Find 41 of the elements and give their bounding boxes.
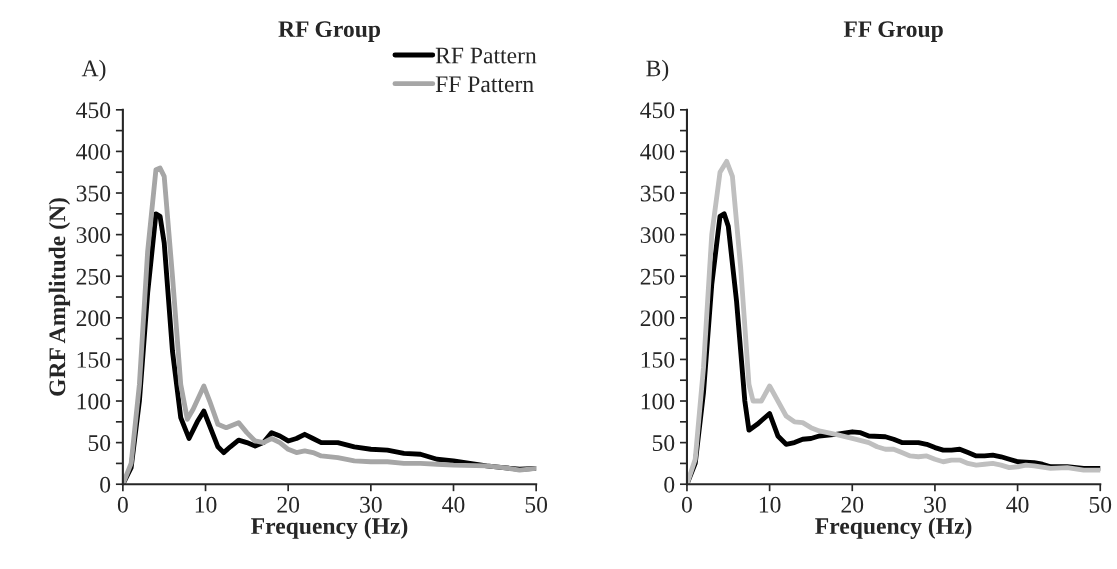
x-tick-label: 20 — [277, 496, 300, 513]
y-tick-label: 200 — [640, 310, 675, 327]
x-tick-label: 0 — [681, 496, 692, 513]
x-tick-label: 40 — [442, 496, 465, 513]
y-tick-label: 100 — [77, 393, 111, 410]
x-tick-label: 30 — [924, 496, 946, 513]
text: A) — [81, 59, 106, 82]
y-tick-label: 300 — [76, 227, 111, 244]
y-tick-label: 50 — [652, 435, 675, 452]
legend-label: FF Pattern — [435, 76, 534, 93]
y-tick-label: 300 — [640, 227, 675, 244]
y-axis-title: GRF Amplitude (N) — [48, 198, 71, 396]
y-tick-label: 450 — [640, 102, 675, 119]
y-tick-label: 250 — [640, 268, 675, 285]
x-axis-title: Frequency (Hz) — [815, 517, 972, 539]
x-axis-title: Frequency (Hz) — [251, 517, 408, 539]
text: B) — [646, 59, 669, 82]
x-tick-label: 50 — [1089, 496, 1112, 513]
x-tick-label: 20 — [841, 496, 864, 513]
x-tick-label: 40 — [1006, 496, 1029, 513]
legend-label: RF Pattern — [435, 47, 537, 64]
x-tick-label: 30 — [360, 496, 382, 513]
y-tick-label: 0 — [100, 476, 111, 493]
chart-title: FF Group — [843, 21, 943, 42]
chart-title: RF Group — [278, 21, 381, 42]
x-tick-label: 10 — [195, 496, 217, 513]
x-tick-label: 50 — [525, 496, 548, 513]
y-tick-label: 200 — [76, 310, 111, 327]
y-tick-label: 400 — [76, 143, 111, 160]
y-tick-label: 400 — [640, 143, 675, 160]
y-tick-label: 150 — [77, 351, 111, 368]
y-tick-label: 350 — [76, 185, 111, 202]
x-tick-label: 0 — [117, 496, 128, 513]
y-tick-label: 0 — [664, 476, 675, 493]
y-tick-label: 250 — [76, 268, 111, 285]
y-tick-label: 450 — [76, 102, 111, 119]
y-tick-label: 50 — [88, 435, 111, 452]
x-tick-label: 10 — [759, 496, 781, 513]
y-tick-label: 150 — [641, 351, 675, 368]
y-tick-label: 350 — [640, 185, 675, 202]
y-tick-label: 100 — [641, 393, 675, 410]
